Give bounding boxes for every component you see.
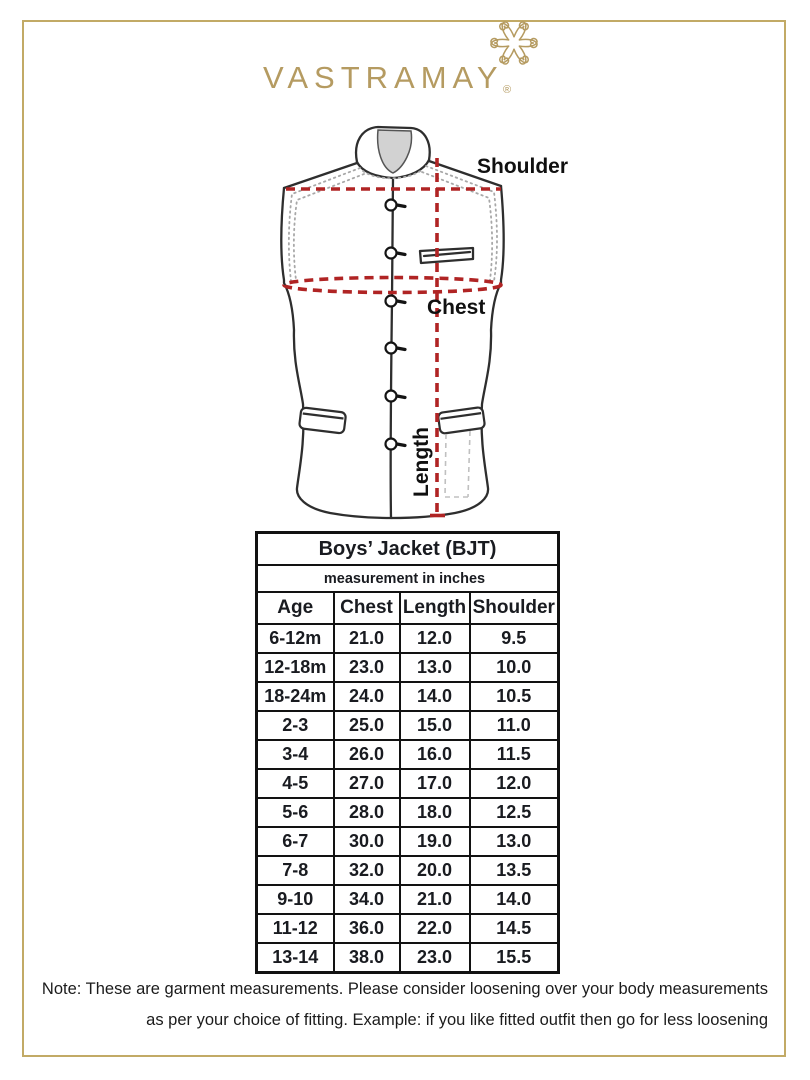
table-cell: 24.0 — [332, 681, 401, 712]
hip-pocket-left — [298, 406, 347, 435]
shoulder-measure-label: Shoulder — [477, 155, 569, 178]
table-cell: 21.0 — [332, 623, 401, 654]
table-cell: 12.5 — [468, 797, 560, 828]
table-subtitle: measurement in inches — [255, 564, 560, 593]
table-cell: 18-24m — [255, 681, 335, 712]
table-cell: 4-5 — [255, 768, 335, 799]
table-cell: 18.0 — [398, 797, 471, 828]
table-cell: 5-6 — [255, 797, 335, 828]
table-cell: 2-3 — [255, 710, 335, 741]
table-title-row: Boys’ Jacket (BJT) — [255, 531, 560, 566]
button-row — [384, 198, 407, 451]
measurement-note: Note: These are garment measurements. Pl… — [35, 974, 768, 1036]
table-cell: 22.0 — [398, 913, 471, 944]
table-cell: 28.0 — [332, 797, 401, 828]
table-cell: 14.5 — [468, 913, 560, 944]
table-cell: 12.0 — [398, 623, 471, 654]
table-row: 9-10 34.0 21.0 14.0 — [255, 884, 560, 915]
table-cell: 30.0 — [332, 826, 401, 857]
table-cell: 32.0 — [332, 855, 401, 886]
table-cell: 15.5 — [468, 942, 560, 974]
table-cell: 12.0 — [468, 768, 560, 799]
size-chart-table: Boys’ Jacket (BJT) measurement in inches… — [255, 531, 560, 974]
table-cell: 11-12 — [255, 913, 335, 944]
jacket-measurement-diagram — [280, 125, 505, 520]
table-row: 12-18m 23.0 13.0 10.0 — [255, 652, 560, 683]
table-cell: 13.5 — [468, 855, 560, 886]
table-cell: 21.0 — [398, 884, 471, 915]
table-subtitle-row: measurement in inches — [255, 564, 560, 593]
table-cell: 6-7 — [255, 826, 335, 857]
collar-inner-shade — [376, 129, 413, 174]
table-row: 5-6 28.0 18.0 12.5 — [255, 797, 560, 828]
note-line-2: as per your choice of fitting. Example: … — [146, 1011, 768, 1029]
table-cell: 3-4 — [255, 739, 335, 770]
table-cell: 13.0 — [468, 826, 560, 857]
table-row: 13-14 38.0 23.0 15.5 — [255, 942, 560, 974]
registered-trademark-icon: ® — [503, 84, 512, 96]
table-cell: 10.5 — [468, 681, 560, 712]
table-cell: 11.5 — [468, 739, 560, 770]
pocket-bag-dashed — [444, 430, 471, 498]
measurement-dashed-lines — [282, 158, 503, 514]
table-cell: 36.0 — [332, 913, 401, 944]
stitch-dotted-lines — [287, 165, 498, 282]
table-cell: 9.5 — [468, 623, 560, 654]
table-row: 18-24m 24.0 14.0 10.5 — [255, 681, 560, 712]
table-cell: 10.0 — [468, 652, 560, 683]
table-cell: 19.0 — [398, 826, 471, 857]
table-cell: 38.0 — [332, 942, 401, 974]
length-measure-label: Length — [410, 427, 433, 497]
brand-emblem-icon — [490, 21, 538, 65]
size-table-body: 6-12m 21.0 12.0 9.5 12-18m 23.0 13.0 10.0 18-24m… — [255, 623, 560, 974]
table-row: 6-7 30.0 19.0 13.0 — [255, 826, 560, 857]
table-cell: 12-18m — [255, 652, 335, 683]
table-cell: 25.0 — [332, 710, 401, 741]
hip-pocket-right — [437, 406, 486, 435]
table-cell: 7-8 — [255, 855, 335, 886]
table-cell: 34.0 — [332, 884, 401, 915]
table-cell: 16.0 — [398, 739, 471, 770]
table-cell: 6-12m — [255, 623, 335, 654]
table-cell: 9-10 — [255, 884, 335, 915]
column-header: Age — [255, 591, 335, 625]
chest-measure-line — [282, 275, 503, 295]
table-row: 7-8 32.0 20.0 13.5 — [255, 855, 560, 886]
table-row: 4-5 27.0 17.0 12.0 — [255, 768, 560, 799]
table-cell: 26.0 — [332, 739, 401, 770]
table-cell: 15.0 — [398, 710, 471, 741]
column-header: Shoulder — [468, 591, 560, 625]
table-cell: 11.0 — [468, 710, 560, 741]
table-cell: 23.0 — [332, 652, 401, 683]
table-cell: 17.0 — [398, 768, 471, 799]
brand-logo-text: VASTRAMAY — [263, 60, 504, 95]
table-cell: 13-14 — [255, 942, 335, 974]
chest-measure-label: Chest — [427, 296, 486, 319]
table-header-row: Age Chest Length Shoulder — [255, 591, 560, 625]
table-row: 6-12m 21.0 12.0 9.5 — [255, 623, 560, 654]
column-header: Length — [398, 591, 471, 625]
table-cell: 27.0 — [332, 768, 401, 799]
table-row: 2-3 25.0 15.0 11.0 — [255, 710, 560, 741]
table-cell: 20.0 — [398, 855, 471, 886]
table-row: 3-4 26.0 16.0 11.5 — [255, 739, 560, 770]
table-cell: 23.0 — [398, 942, 471, 974]
table-title: Boys’ Jacket (BJT) — [255, 531, 560, 566]
column-header: Chest — [332, 591, 401, 625]
table-cell: 14.0 — [468, 884, 560, 915]
note-line-1: Note: These are garment measurements. Pl… — [41, 980, 768, 998]
table-row: 11-12 36.0 22.0 14.5 — [255, 913, 560, 944]
table-cell: 13.0 — [398, 652, 471, 683]
table-cell: 14.0 — [398, 681, 471, 712]
